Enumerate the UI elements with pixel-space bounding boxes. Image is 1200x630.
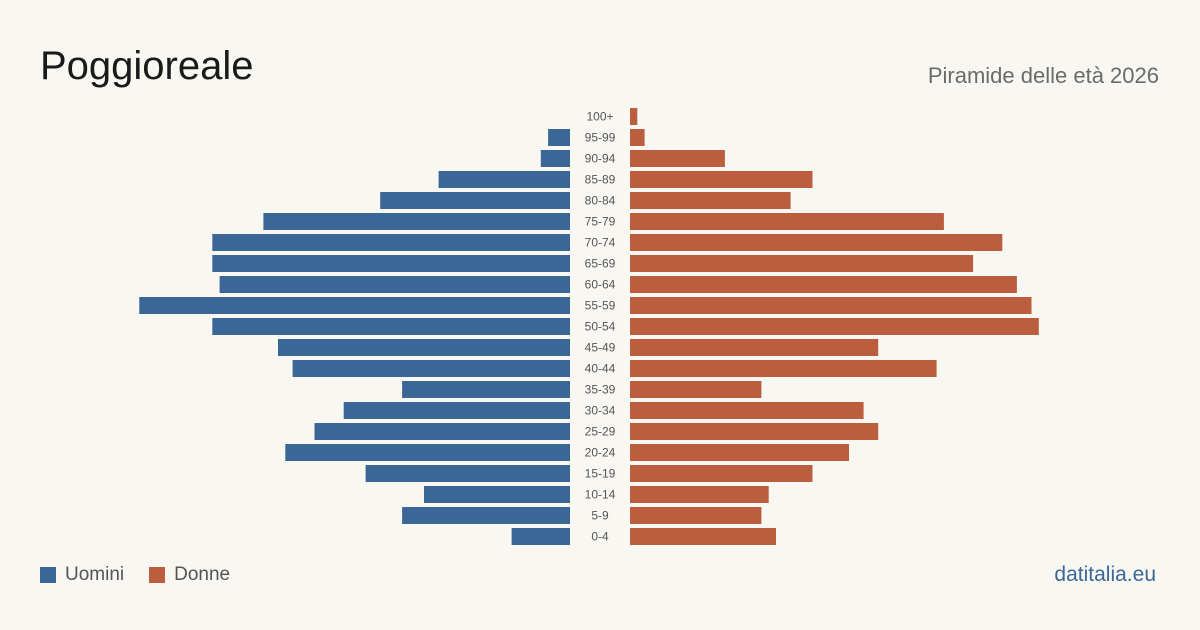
chart-legend: Uomini Donne xyxy=(40,564,255,586)
bar-women-75-79 xyxy=(630,213,944,230)
bar-women-60-64 xyxy=(630,276,1017,293)
bar-men-65-69 xyxy=(212,255,571,272)
age-label-60-64: 60-64 xyxy=(585,278,616,292)
bar-women-70-74 xyxy=(630,234,1003,251)
page-title: Poggioreale xyxy=(40,44,254,88)
bar-men-45-49 xyxy=(278,339,570,356)
bar-men-25-29 xyxy=(314,423,570,440)
age-label-50-54: 50-54 xyxy=(585,320,616,334)
age-label-5-9: 5-9 xyxy=(591,509,609,523)
age-label-55-59: 55-59 xyxy=(585,299,616,313)
bar-men-40-44 xyxy=(292,360,570,377)
bar-women-5-9 xyxy=(630,507,762,524)
legend-label-women: Donne xyxy=(174,564,231,585)
bar-men-35-39 xyxy=(402,381,570,398)
bar-men-60-64 xyxy=(219,276,570,293)
bar-women-100+ xyxy=(630,108,638,125)
bar-women-20-24 xyxy=(630,444,849,461)
bar-women-15-19 xyxy=(630,465,813,482)
bar-women-50-54 xyxy=(630,318,1039,335)
bar-women-35-39 xyxy=(630,381,762,398)
bar-women-65-69 xyxy=(630,255,974,272)
bar-women-95-99 xyxy=(630,129,645,146)
bar-men-50-54 xyxy=(212,318,571,335)
age-label-75-79: 75-79 xyxy=(585,215,616,229)
age-label-45-49: 45-49 xyxy=(585,341,616,355)
bar-women-30-34 xyxy=(630,402,864,419)
bar-women-85-89 xyxy=(630,171,813,188)
bar-men-30-34 xyxy=(343,402,570,419)
bar-women-40-44 xyxy=(630,360,937,377)
bar-women-10-14 xyxy=(630,486,769,503)
women-swatch xyxy=(149,567,166,583)
age-label-15-19: 15-19 xyxy=(585,467,616,481)
age-label-25-29: 25-29 xyxy=(585,425,616,439)
brand-link[interactable]: datitalia.eu xyxy=(1054,563,1156,586)
legend-item-men: Uomini xyxy=(40,564,124,586)
legend-label-men: Uomini xyxy=(65,564,125,585)
chart-subtitle: Piramide delle età 2026 xyxy=(927,63,1159,88)
bar-women-25-29 xyxy=(630,423,879,440)
bar-men-5-9 xyxy=(402,507,570,524)
age-label-70-74: 70-74 xyxy=(585,236,616,250)
bar-women-80-84 xyxy=(630,192,791,209)
age-label-40-44: 40-44 xyxy=(585,362,616,376)
bar-women-55-59 xyxy=(630,297,1032,314)
bar-men-75-79 xyxy=(263,213,570,230)
age-label-35-39: 35-39 xyxy=(585,383,616,397)
bar-men-20-24 xyxy=(285,444,570,461)
men-swatch xyxy=(40,567,56,583)
age-label-0-4: 0-4 xyxy=(591,530,609,544)
bar-men-10-14 xyxy=(424,486,570,503)
age-label-30-34: 30-34 xyxy=(585,404,616,418)
bar-men-70-74 xyxy=(212,234,571,251)
legend-item-women: Donne xyxy=(149,564,230,586)
age-label-90-94: 90-94 xyxy=(585,152,616,166)
age-label-20-24: 20-24 xyxy=(585,446,616,460)
age-label-85-89: 85-89 xyxy=(585,173,616,187)
age-label-95-99: 95-99 xyxy=(585,131,616,145)
bar-women-0-4 xyxy=(630,528,776,545)
bar-women-45-49 xyxy=(630,339,879,356)
bar-women-90-94 xyxy=(630,150,725,167)
age-label-80-84: 80-84 xyxy=(585,194,616,208)
bar-men-15-19 xyxy=(365,465,570,482)
age-label-100+: 100+ xyxy=(586,110,613,124)
bar-men-90-94 xyxy=(540,150,570,167)
bar-men-80-84 xyxy=(380,192,570,209)
bar-men-0-4 xyxy=(511,528,570,545)
bar-men-85-89 xyxy=(438,171,570,188)
bar-men-95-99 xyxy=(548,129,570,146)
bar-men-55-59 xyxy=(139,297,571,314)
age-label-65-69: 65-69 xyxy=(585,257,616,271)
age-label-10-14: 10-14 xyxy=(585,488,616,502)
